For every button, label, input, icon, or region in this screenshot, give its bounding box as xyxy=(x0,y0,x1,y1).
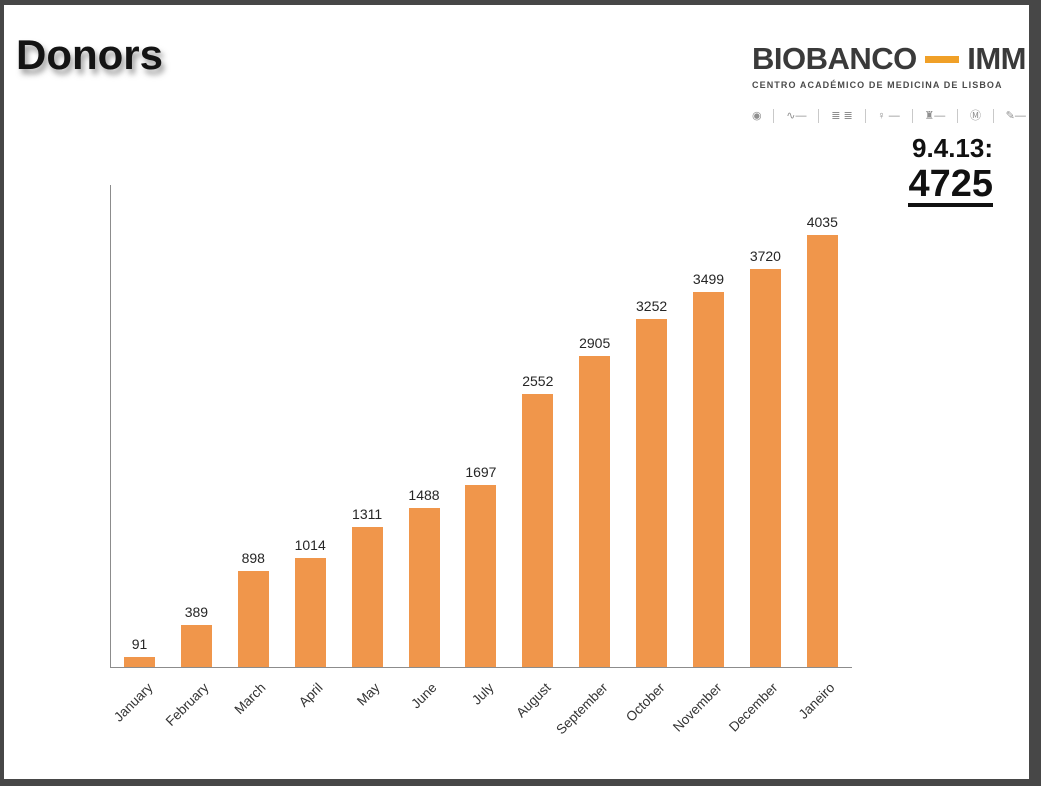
bar-value-label: 4035 xyxy=(806,214,838,230)
logo-brand-right: IMM xyxy=(967,41,1026,76)
bar-value-label: 1311 xyxy=(352,506,383,522)
slide-canvas: Donors BIOBANCO IMM CENTRO ACADÉMICO DE … xyxy=(4,5,1029,779)
bar-february xyxy=(180,625,212,667)
bar-value-label: 1014 xyxy=(294,537,326,553)
plot-area: 91 389 898 1014 1311 1488 1697 2552 2905 3252 3499… xyxy=(110,185,852,668)
bar-value-label: 2552 xyxy=(522,373,554,389)
bar-march xyxy=(237,571,269,667)
partner-separator xyxy=(992,109,994,123)
partner-logos-strip: ◉ ∿— ≣ ≣ ♀ — ♜— Ⓜ ✎— xyxy=(752,106,1026,126)
bar-september xyxy=(579,356,611,667)
bar-value-label: 3499 xyxy=(692,271,725,287)
bar-value-label: 1488 xyxy=(408,487,440,503)
script-wordmark-icon: ✎— xyxy=(1005,110,1026,122)
partner-separator xyxy=(864,109,866,123)
logo-dash-icon xyxy=(925,55,959,63)
bar-value-label: 3720 xyxy=(749,248,781,264)
bar-january xyxy=(124,657,155,667)
bar-april xyxy=(294,558,326,667)
signature-wordmark-icon: ∿— xyxy=(786,110,807,122)
partner-separator xyxy=(911,109,913,123)
bar-value-label: 1697 xyxy=(465,464,497,480)
snapshot-block: 9.4.13: 4725 xyxy=(908,133,993,207)
wordmark-columns-icon: ≣ ≣ xyxy=(831,110,853,122)
bar-value-label: 3252 xyxy=(636,298,668,314)
logo-brand-line: BIOBANCO IMM xyxy=(752,41,1026,77)
page-title: Donors xyxy=(16,31,163,78)
bar-july xyxy=(465,485,497,667)
bar-june xyxy=(408,508,440,667)
logo-subtitle: CENTRO ACADÉMICO DE MEDICINA DE LISBOA xyxy=(752,80,1003,90)
partner-separator xyxy=(957,109,959,123)
emblem-seal-icon: ◉ xyxy=(752,110,762,122)
bar-august xyxy=(522,394,554,667)
bar-value-label: 389 xyxy=(184,604,209,620)
bar-december xyxy=(749,269,781,667)
bar-value-label: 2905 xyxy=(579,335,611,351)
x-axis-labels: January February March April May June July Augu… xyxy=(110,674,851,774)
bar-october xyxy=(636,319,668,667)
pin-wordmark-icon: ♀ — xyxy=(877,110,900,122)
partner-separator xyxy=(773,109,775,123)
snapshot-date-label: 9.4.13: xyxy=(912,133,993,163)
m-seal-icon: Ⓜ xyxy=(969,110,981,122)
snapshot-total-value: 4725 xyxy=(908,163,993,207)
crest-wordmark-icon: ♜— xyxy=(924,110,946,122)
bar-janeiro xyxy=(806,235,838,667)
bar-value-label: 898 xyxy=(241,550,265,566)
bar-value-label: 91 xyxy=(131,636,148,652)
biobanco-imm-logo: BIOBANCO IMM CENTRO ACADÉMICO DE MEDICIN… xyxy=(752,41,1026,126)
bar-may xyxy=(351,527,383,667)
partner-separator xyxy=(818,109,820,123)
bar-november xyxy=(693,292,724,667)
logo-brand-left: BIOBANCO xyxy=(752,41,917,76)
